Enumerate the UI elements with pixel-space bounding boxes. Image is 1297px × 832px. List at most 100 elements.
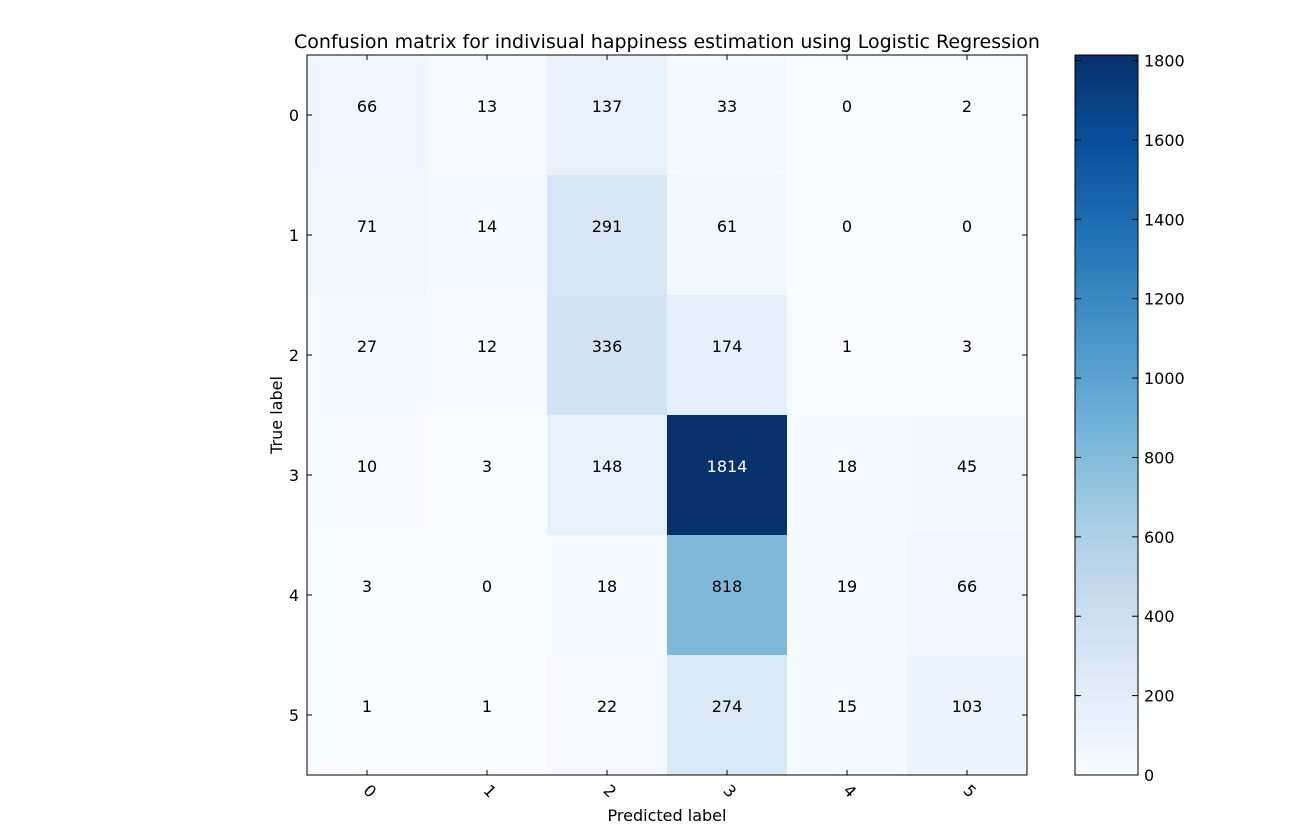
cell-value-label: 137 [592, 97, 623, 116]
cell-value-label: 33 [717, 97, 737, 116]
plot-frame [306, 54, 1028, 776]
x-tick-label: 3 [720, 781, 741, 802]
y-tick-label: 1 [289, 226, 299, 245]
cell-value-label: 15 [837, 697, 857, 716]
cell-value-label: 66 [357, 97, 377, 116]
heatmap-cell-4-4 [787, 535, 908, 656]
heatmap-cell-1-2 [547, 175, 668, 296]
cell-value-label: 1814 [707, 457, 748, 476]
heatmap-cell-0-2 [547, 55, 668, 176]
heatmap-cell-2-2 [547, 295, 668, 416]
colorbar-tick-label: 0 [1144, 766, 1154, 785]
cell-value-label: 0 [842, 217, 852, 236]
heatmap-cell-5-1 [427, 655, 548, 776]
cell-value-label: 291 [592, 217, 623, 236]
heatmap-cell-3-2 [547, 415, 668, 536]
heatmap-cell-3-0 [307, 415, 428, 536]
cell-value-label: 2 [962, 97, 972, 116]
chart-title: Confusion matrix for indivisual happines… [294, 31, 1040, 53]
cell-value-label: 18 [597, 577, 617, 596]
heatmap-cell-2-0 [307, 295, 428, 416]
cell-value-label: 13 [477, 97, 497, 116]
colorbar-tick-label: 600 [1144, 528, 1175, 547]
x-axis-label: Predicted label [608, 806, 727, 825]
colorbar [1074, 54, 1139, 776]
colorbar-tick-label: 200 [1144, 687, 1175, 706]
cell-value-label: 3 [482, 457, 492, 476]
colorbar-tick-label: 800 [1144, 448, 1175, 467]
x-tick-label: 2 [600, 781, 621, 802]
x-tick-label: 0 [360, 781, 381, 802]
heatmap-cell-5-2 [547, 655, 668, 776]
heatmap-cell-3-5 [907, 415, 1028, 536]
heatmap-cell-5-3 [667, 655, 788, 776]
heatmap-cell-4-5 [907, 535, 1028, 656]
cell-value-label: 0 [842, 97, 852, 116]
cell-value-label: 10 [357, 457, 377, 476]
heatmap-cell-0-4 [787, 55, 908, 176]
cell-value-label: 45 [957, 457, 977, 476]
heatmap-cell-1-3 [667, 175, 788, 296]
x-tick-label: 5 [960, 781, 981, 802]
colorbar-tick-label: 400 [1144, 607, 1175, 626]
x-tick-label: 4 [840, 781, 861, 802]
cell-value-label: 1 [842, 337, 852, 356]
colorbar-ticks: 0 200 400 600 800 1000 1200 1400 1600 1800 [1075, 52, 1185, 785]
cell-value-label: 1 [482, 697, 492, 716]
heatmap-cell-0-1 [427, 55, 548, 176]
cell-value-label: 61 [717, 217, 737, 236]
y-axis-label: True label [267, 376, 286, 455]
heatmap-cell-4-0 [307, 535, 428, 656]
heatmap-cell-5-0 [307, 655, 428, 776]
heatmap-cell-1-1 [427, 175, 548, 296]
heatmap-cell-3-4 [787, 415, 908, 536]
heatmap-cell-4-1 [427, 535, 548, 656]
heatmap-cell-2-3 [667, 295, 788, 416]
colorbar-tick-label: 1400 [1144, 210, 1185, 229]
cell-value-label: 274 [712, 697, 743, 716]
heatmap-cell-1-5 [907, 175, 1028, 296]
heatmap-cell-1-0 [307, 175, 428, 296]
heatmap-cell-0-5 [907, 55, 1028, 176]
cell-value-label: 1 [362, 697, 372, 716]
cell-value-label: 0 [482, 577, 492, 596]
y-tick-label: 5 [289, 706, 299, 725]
cell-value-label: 71 [357, 217, 377, 236]
heatmap-cell-0-0 [307, 55, 428, 176]
y-tick-label: 2 [289, 346, 299, 365]
heatmap-cell-2-1 [427, 295, 548, 416]
heatmap-cell-5-5 [907, 655, 1028, 776]
cell-value-label: 66 [957, 577, 977, 596]
colorbar-tick-label: 1000 [1144, 369, 1185, 388]
cell-value-label: 27 [357, 337, 377, 356]
cell-value-label: 14 [477, 217, 497, 236]
colorbar-tick-label: 1800 [1144, 52, 1185, 71]
cell-value-label: 3 [362, 577, 372, 596]
heatmap-cell-2-4 [787, 295, 908, 416]
cell-value-label: 103 [952, 697, 983, 716]
cell-value-label: 0 [962, 217, 972, 236]
cell-value-label: 174 [712, 337, 743, 356]
y-tick-label: 0 [289, 106, 299, 125]
y-tick-label: 3 [289, 466, 299, 485]
cell-value-label: 3 [962, 337, 972, 356]
cell-value-label: 148 [592, 457, 623, 476]
colorbar-tick-label: 1600 [1144, 131, 1185, 150]
heatmap-cell-5-4 [787, 655, 908, 776]
heatmap-cell-labels: 66 13 137 33 0 271 14 291 61 0 027 12 336 174 1 310 3 148… [357, 97, 982, 716]
heatmap-cell-4-2 [547, 535, 668, 656]
heatmap-cells [307, 55, 1028, 776]
heatmap-cell-4-3 [667, 535, 788, 656]
x-tick-label: 1 [480, 781, 501, 802]
heatmap-cell-0-3 [667, 55, 788, 176]
cell-value-label: 18 [837, 457, 857, 476]
heatmap-cell-2-5 [907, 295, 1028, 416]
cell-value-label: 12 [477, 337, 497, 356]
cell-value-label: 336 [592, 337, 623, 356]
heatmap-cell-1-4 [787, 175, 908, 296]
heatmap-cell-3-3 [667, 415, 788, 536]
cell-value-label: 818 [712, 577, 743, 596]
y-tick-label: 4 [289, 586, 299, 605]
